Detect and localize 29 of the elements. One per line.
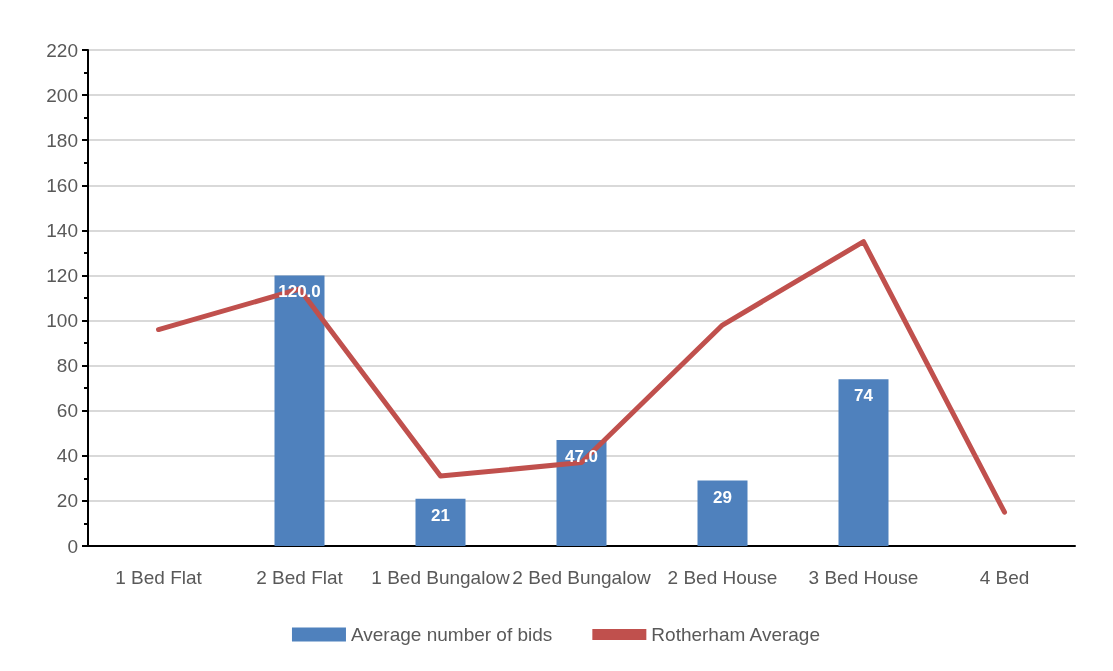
- bar: [556, 440, 607, 546]
- bar: [415, 498, 466, 546]
- y-tick-label: 120: [46, 264, 78, 286]
- x-tick-label: 2 Bed Bungalow: [512, 567, 651, 588]
- x-tick-label: 1 Bed Flat: [115, 567, 203, 588]
- x-tick-label: 4 Bed: [979, 567, 1030, 588]
- data-label: 74: [854, 386, 874, 406]
- y-tick-label: 180: [46, 129, 78, 151]
- y-tick-label: 60: [56, 400, 78, 422]
- bar: [838, 379, 889, 546]
- x-tick-label: 2 Bed House: [667, 567, 778, 588]
- y-tick-label: 0: [67, 535, 78, 557]
- y-tick-label: 80: [56, 355, 78, 377]
- y-tick-label: 100: [46, 310, 78, 332]
- y-tick-label: 140: [46, 219, 78, 241]
- legend-label: Average number of bids: [350, 624, 553, 645]
- bar: [697, 480, 748, 546]
- y-tick-label: 200: [46, 84, 78, 106]
- legend-label: Rotherham Average: [651, 624, 820, 645]
- y-tick-label: 40: [56, 445, 78, 467]
- y-tick-label: 20: [56, 490, 78, 512]
- y-tick-label: 160: [46, 174, 78, 196]
- data-label: 29: [713, 487, 732, 507]
- y-tick-label: 220: [46, 39, 78, 61]
- bar: [274, 275, 325, 546]
- x-tick-label: 3 Bed House: [808, 567, 919, 588]
- x-tick-label: 1 Bed Bungalow: [371, 567, 510, 588]
- x-tick-label: 2 Bed Flat: [256, 567, 344, 588]
- data-label: 21: [431, 505, 450, 525]
